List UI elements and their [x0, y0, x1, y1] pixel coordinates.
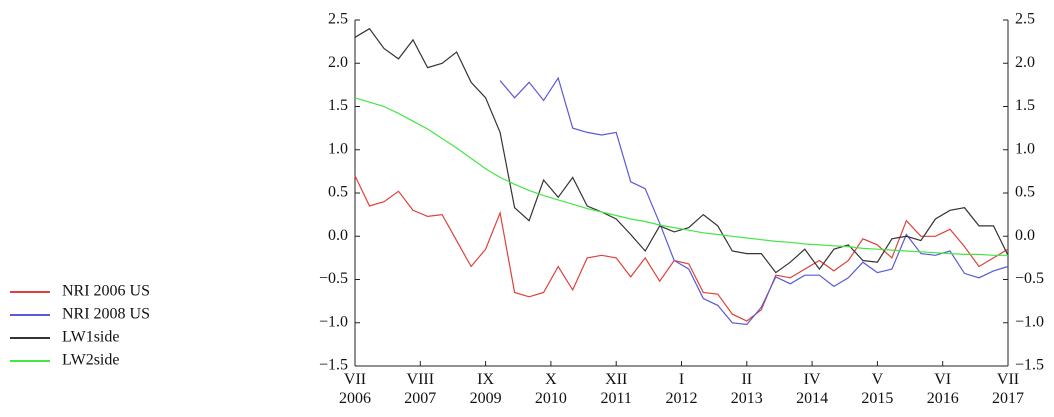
y2-tick-label: 2.0 — [1015, 54, 1035, 71]
x-tick-label: VII 2006 — [339, 371, 371, 407]
y-tick-label: 0.5 — [328, 184, 348, 201]
x-tick-label: X 2010 — [534, 371, 567, 407]
y-tick-label: 1.5 — [328, 97, 348, 114]
x-tick-label: VII 2017 — [992, 371, 1024, 407]
x-tick-label: VIII 2007 — [404, 371, 437, 407]
y2-tick-label: −1.0 — [1015, 313, 1044, 330]
y-tick-label: 2.5 — [328, 11, 348, 28]
y-tick-label: −1.0 — [319, 313, 348, 330]
y-tick-label: −0.5 — [319, 270, 348, 287]
series-line — [499, 76, 1009, 326]
x-tick-label: IX 2009 — [469, 371, 502, 407]
x-tick-label: VI 2016 — [926, 371, 959, 407]
x-tick-label: II 2013 — [730, 371, 763, 407]
y-tick-label: 1.0 — [328, 140, 348, 157]
y-tick-label: 2.0 — [328, 54, 348, 71]
legend-label: LW2side — [62, 352, 119, 369]
x-tick-label: I 2012 — [665, 371, 698, 407]
x-tick-label: XII 2011 — [600, 371, 632, 407]
series-line — [354, 27, 1009, 274]
series-line — [354, 97, 1008, 256]
y2-tick-label: 0.5 — [1015, 184, 1035, 201]
y2-tick-label: 1.0 — [1015, 140, 1035, 157]
y2-tick-label: 2.5 — [1015, 11, 1035, 28]
y-tick-label: −1.5 — [319, 357, 348, 374]
x-tick-label: V 2015 — [861, 371, 894, 407]
legend-label: NRI 2006 US — [62, 283, 150, 300]
y2-tick-label: 1.5 — [1015, 97, 1035, 114]
y2-tick-label: −1.5 — [1015, 357, 1044, 374]
x-tick-label: IV 2014 — [796, 371, 829, 407]
legend-label: NRI 2008 US — [62, 306, 150, 323]
legend: NRI 2006 US NRI 2008 US LW1side LW2side — [10, 283, 150, 369]
y2-tick-label: 0.0 — [1015, 227, 1035, 244]
y2-tick-label: −0.5 — [1015, 270, 1044, 287]
series-line — [354, 175, 1009, 322]
y-tick-label: 0.0 — [328, 227, 348, 244]
legend-label: LW1side — [62, 329, 119, 346]
